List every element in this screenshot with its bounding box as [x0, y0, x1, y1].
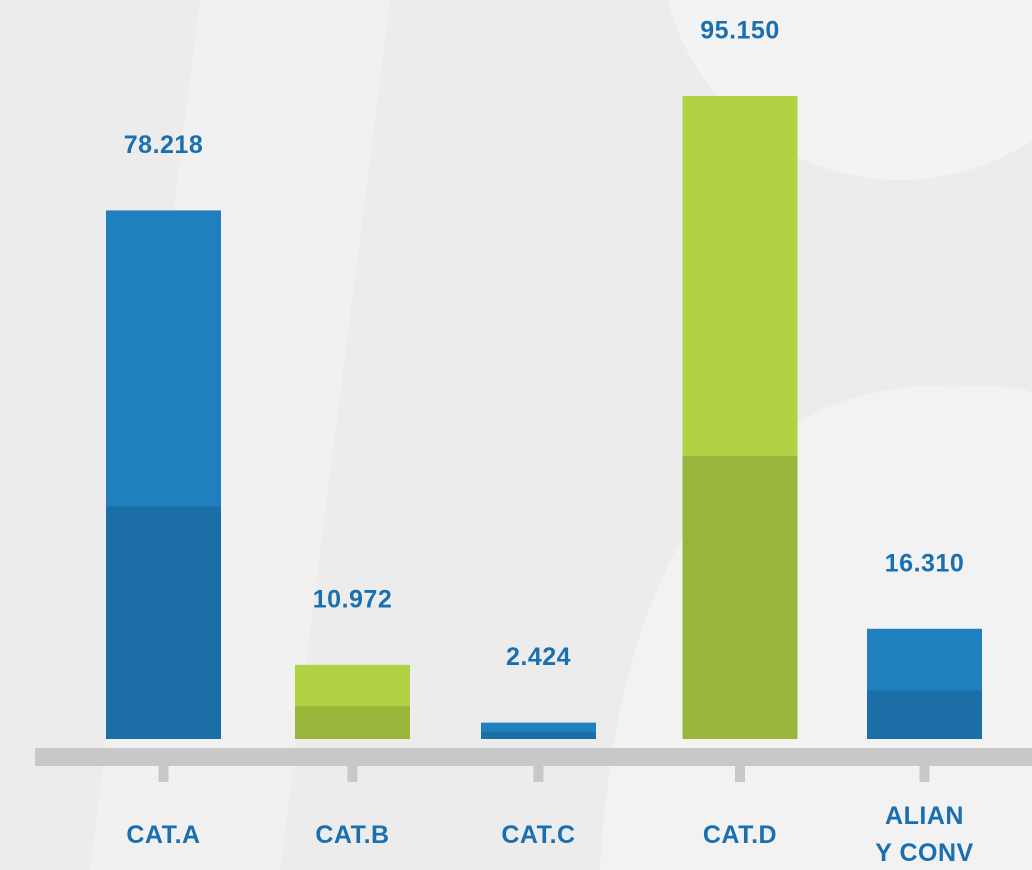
bar-shade	[867, 690, 982, 739]
tick	[158, 766, 169, 782]
category-label: CAT.A	[126, 820, 201, 849]
bar-shade	[106, 506, 221, 739]
value-label: 16.310	[885, 549, 964, 577]
decor-circle	[667, 0, 1032, 180]
tick	[533, 766, 544, 782]
value-label: 2.424	[506, 643, 571, 671]
bar-shade	[481, 731, 596, 739]
axis-band	[35, 748, 1032, 766]
bar-shade	[682, 456, 798, 739]
tick	[347, 766, 358, 782]
category-label: CAT.C	[501, 820, 576, 849]
category-label: ALIAN Y CONV	[875, 802, 974, 867]
background-decoration	[90, 0, 1032, 870]
bar	[295, 664, 410, 739]
bar-shade	[295, 706, 410, 739]
bar	[481, 722, 596, 739]
tick	[919, 766, 930, 782]
category-label: CAT.B	[315, 820, 390, 849]
tick	[735, 766, 745, 782]
bar	[682, 96, 798, 739]
value-label: 95.150	[700, 17, 779, 45]
bar	[867, 628, 982, 739]
bar	[106, 210, 221, 739]
value-label: 78.218	[124, 131, 203, 159]
category-label: CAT.D	[702, 820, 778, 849]
value-label: 10.972	[313, 585, 392, 613]
